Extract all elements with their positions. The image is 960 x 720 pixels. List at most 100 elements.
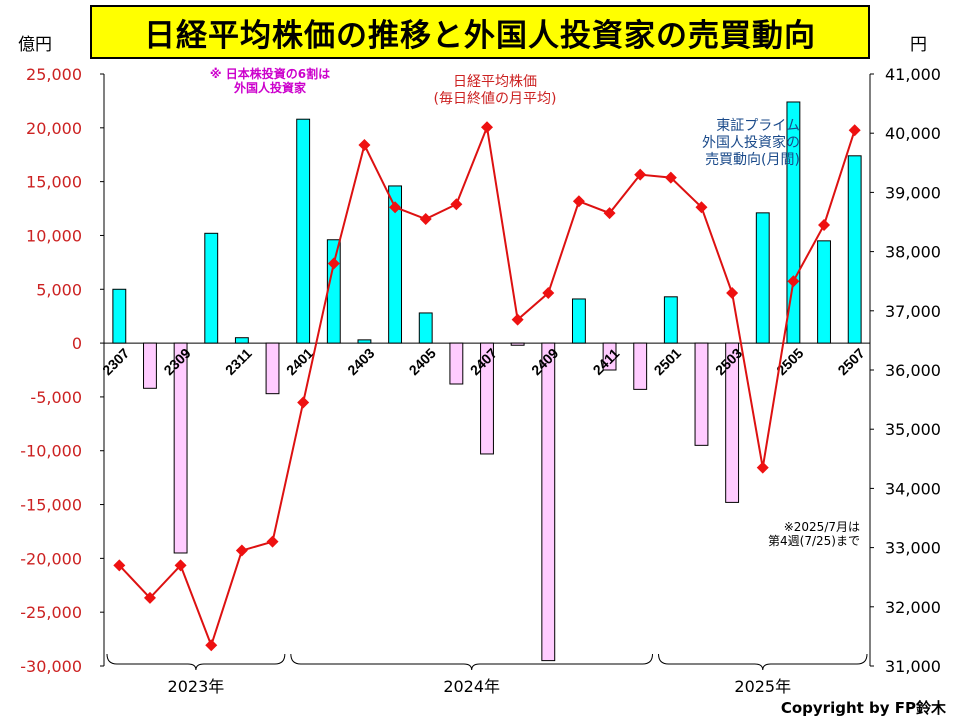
left-axis-tick-label: 10,000 [26,226,82,245]
nikkei-series-label-line-2: (毎日終値の月平均) [433,90,557,107]
left-axis-tick-label: 5,000 [36,280,82,299]
x-tick-label-2405: 2405 [406,345,439,378]
nikkei-point-2506 [818,218,831,231]
right-axis-tick-label: 38,000 [885,243,941,262]
left-axis-tick-label: 0 [72,334,82,353]
right-axis-tick-label: 40,000 [885,124,941,143]
nikkei-point-2403 [358,139,371,152]
right-axis-tick-label: 33,000 [885,539,941,558]
nikkei-point-2411 [603,207,616,220]
right-axis-tick-label: 39,000 [885,183,941,202]
nikkei-point-2310 [205,639,218,652]
flow-bar-2506 [817,240,831,344]
year-label: 2025年 [734,677,791,696]
chart-title: 日経平均株価の推移と外国人投資家の売買動向 [90,5,870,59]
nikkei-point-2404 [389,201,402,214]
flow-bar-2405 [418,312,433,344]
flow-bar-2312 [265,342,280,395]
flow-bar-2408 [510,342,525,346]
flow-series-label-line-2: 外国人投資家の [702,134,800,151]
left-axis-tick-label: -30,000 [20,657,82,676]
x-tick-label-2501: 2501 [651,345,684,378]
left-axis-unit: 億円 [18,35,52,55]
flow-bar-2410 [571,298,586,344]
flow-bar-2412 [633,342,648,390]
nikkei-point-2407 [481,121,493,134]
nikkei-point-2501 [664,171,677,184]
flow-bar-2411 [602,342,617,371]
footnote-line-2: 第4週(7/25)まで [768,534,860,549]
flow-series-label: 東証プライム 外国人投資家の 売買動向(月間) [660,118,800,168]
nikkei-point-2409 [542,287,555,300]
nikkei-point-2311 [235,544,248,557]
nikkei-point-2504 [756,461,769,474]
nikkei-point-2503 [726,287,739,300]
year-brace [106,653,286,671]
year-label: 2024年 [443,677,500,696]
left-axis-tick-label: -25,000 [20,603,82,622]
nikkei-point-2307 [113,559,126,572]
flow-bar-2501 [663,296,678,344]
flow-bar-2309 [173,342,188,554]
nikkei-point-2505 [787,275,800,288]
flow-bar-2310 [204,232,219,344]
x-tick-label-2403: 2403 [344,345,377,378]
right-axis-tick-label: 37,000 [885,302,941,321]
left-axis-tick-label: 20,000 [26,119,82,138]
flow-bar-2403 [357,339,372,344]
nikkei-point-2408 [511,313,524,326]
right-axis-unit: 円 [910,35,927,55]
nikkei-point-2309 [174,559,187,572]
flow-bar-2402 [326,239,341,344]
nikkei-point-2402 [327,257,340,270]
flow-bar-2409 [541,342,556,662]
flow-bar-2404 [388,185,403,344]
left-axis-tick-label: -5,000 [30,388,82,407]
nikkei-point-2412 [634,168,647,181]
flow-bar-2507 [847,155,862,344]
left-axis-tick-label: -15,000 [20,496,82,515]
flow-bar-2401 [296,118,311,344]
year-brace [290,653,654,671]
left-axis-tick-label: -10,000 [20,442,82,461]
right-axis-tick-label: 41,000 [885,65,941,84]
left-axis-tick-label: -20,000 [20,549,82,568]
nikkei-point-2406 [450,198,463,211]
left-axis-tick-label: 15,000 [26,173,82,192]
foreign-share-annotation-line-2: 外国人投資家 [233,81,306,96]
foreign-share-annotation-line-1: ※ 日本株投資の6割は [209,67,331,81]
right-axis-tick-label: 36,000 [885,361,941,380]
right-axis-tick-label: 34,000 [885,479,941,498]
left-axis-tick-label: 25,000 [26,65,82,84]
nikkei-point-2507 [848,124,861,137]
flow-bar-2307 [112,288,127,344]
footnote: ※2025/7月は 第4週(7/25)まで [730,520,860,549]
copyright: Copyright by FP鈴木 [780,699,946,717]
nikkei-point-2410 [572,195,585,208]
year-brace [658,653,868,671]
foreign-share-annotation: ※ 日本株投資の6割は 外国人投資家 [190,67,350,96]
flow-bar-2503 [725,342,740,503]
flow-bar-2311 [234,337,249,344]
right-axis-tick-label: 35,000 [885,420,941,439]
right-axis-tick-label: 31,000 [885,657,941,676]
nikkei-point-2308 [143,591,156,604]
x-tick-label-2311: 2311 [222,345,255,378]
x-tick-label-2507: 2507 [834,345,867,378]
nikkei-series-label-line-1: 日経平均株価 [453,74,537,90]
nikkei-point-2401 [297,396,310,409]
flow-series-label-line-3: 売買動向(月間) [705,151,800,168]
footnote-line-1: ※2025/7月は [783,520,860,534]
x-tick-label-2411: 2411 [590,345,623,378]
flow-bar-2504 [755,212,770,344]
year-label: 2023年 [168,677,225,696]
flow-series-label-line-1: 東証プライム [716,118,800,134]
nikkei-point-2405 [419,213,432,226]
right-axis-tick-label: 32,000 [885,598,941,617]
nikkei-point-2312 [266,535,279,548]
flow-bar-2407 [480,342,494,455]
flow-bar-2406 [449,342,464,385]
flow-bar-2502 [694,342,709,446]
nikkei-point-2502 [695,201,708,214]
